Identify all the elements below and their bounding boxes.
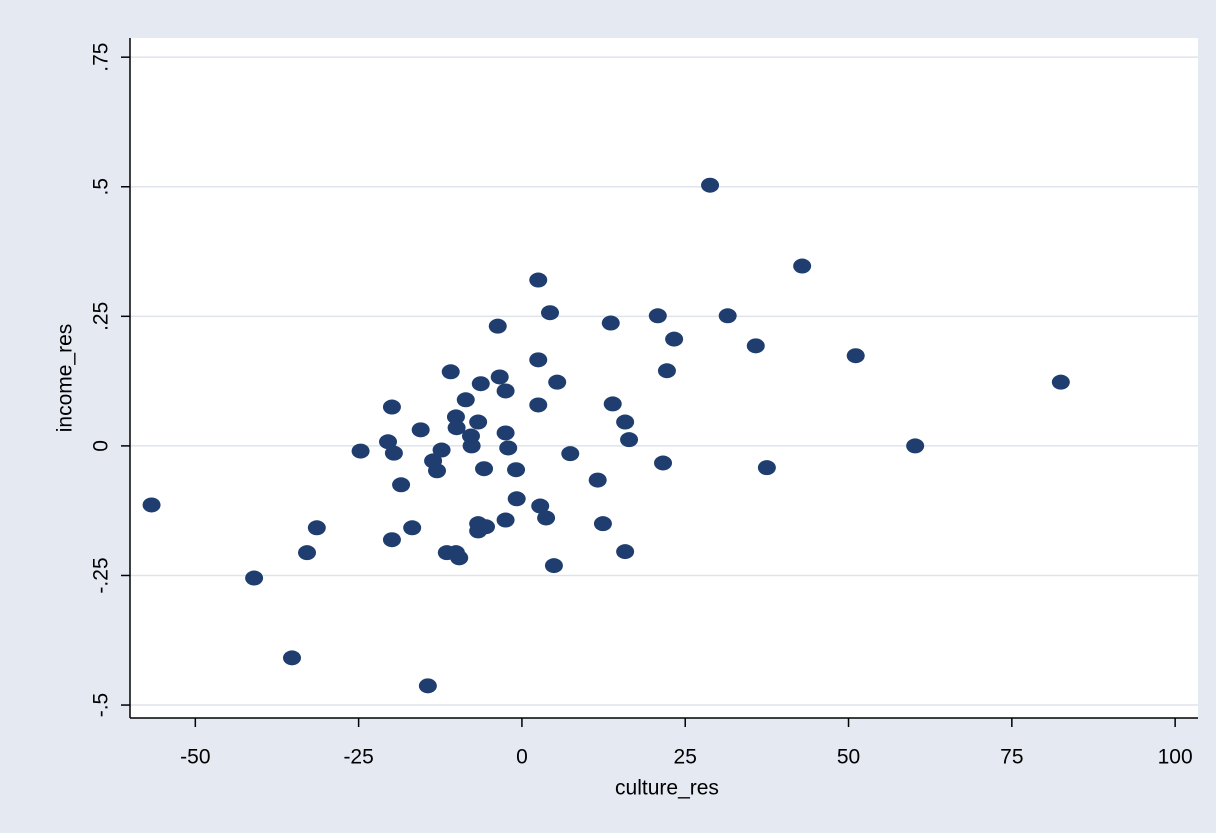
- y-tick-label: .5: [90, 178, 113, 196]
- point: [477, 519, 495, 535]
- point: [846, 348, 865, 364]
- point: [531, 498, 550, 514]
- x-axis-title: culture_res: [615, 777, 719, 800]
- x-tick-label: 50: [837, 746, 860, 769]
- point: [499, 440, 518, 456]
- point: [507, 462, 526, 478]
- x-tick-label: 75: [1000, 746, 1023, 769]
- y-tick-label: .25: [90, 302, 113, 331]
- x-tick-label: 25: [674, 746, 697, 769]
- point: [456, 392, 475, 408]
- point: [654, 455, 673, 471]
- point: [282, 650, 301, 666]
- point: [307, 520, 326, 536]
- point: [537, 510, 556, 526]
- y-tick-label: -.5: [90, 693, 113, 718]
- point: [490, 369, 509, 385]
- y-tick-label: .75: [90, 43, 113, 72]
- point: [548, 374, 567, 390]
- point: [411, 422, 430, 438]
- point: [403, 520, 422, 536]
- point: [620, 432, 639, 448]
- point: [384, 445, 403, 461]
- point: [561, 446, 580, 462]
- point: [541, 305, 560, 321]
- point: [906, 438, 925, 454]
- point: [469, 414, 488, 430]
- x-tick-label: 100: [1158, 746, 1193, 769]
- point: [142, 497, 161, 513]
- point: [496, 383, 515, 399]
- point: [471, 376, 490, 392]
- point: [432, 442, 451, 458]
- point: [529, 272, 548, 288]
- point: [648, 308, 667, 324]
- point: [793, 258, 812, 274]
- point: [382, 532, 401, 548]
- x-tick-label: -50: [180, 746, 210, 769]
- point: [718, 308, 737, 324]
- point: [418, 678, 437, 694]
- point: [593, 516, 612, 532]
- point: [351, 443, 370, 459]
- point: [428, 463, 447, 479]
- point: [1051, 374, 1070, 390]
- point: [588, 472, 607, 488]
- x-tick-label: 0: [516, 746, 528, 769]
- point: [603, 396, 622, 412]
- point: [245, 570, 264, 586]
- y-tick-label: 0: [90, 440, 113, 452]
- y-tick-label: -.25: [90, 557, 113, 593]
- point: [657, 363, 676, 379]
- point: [488, 318, 507, 334]
- point: [529, 352, 548, 368]
- point: [298, 545, 317, 561]
- y-axis-title: income_res: [54, 324, 77, 433]
- point: [616, 414, 635, 430]
- point: [392, 477, 411, 493]
- point: [446, 409, 465, 425]
- x-tick-label: -25: [343, 746, 373, 769]
- point: [616, 544, 635, 560]
- point: [544, 558, 563, 574]
- point: [746, 338, 765, 354]
- point: [450, 550, 469, 566]
- plot-area: [130, 38, 1198, 718]
- point: [382, 399, 401, 415]
- point: [701, 177, 720, 193]
- point: [665, 331, 684, 347]
- point: [462, 438, 481, 454]
- point: [379, 434, 398, 450]
- point: [601, 315, 620, 331]
- point: [441, 364, 460, 380]
- point: [475, 461, 494, 477]
- point: [496, 512, 515, 528]
- point: [447, 420, 466, 436]
- point: [496, 425, 515, 441]
- point: [507, 491, 526, 507]
- point: [757, 460, 776, 476]
- point: [529, 397, 548, 413]
